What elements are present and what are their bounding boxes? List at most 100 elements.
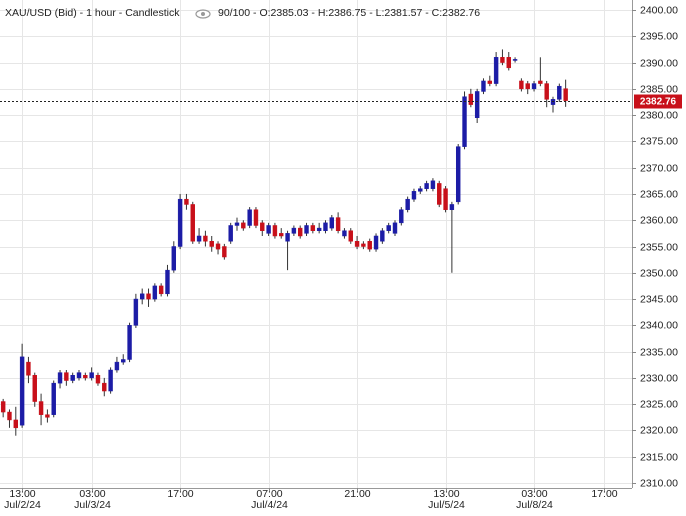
- x-tick-date: Jul/3/24: [74, 499, 111, 511]
- x-tick-date: Jul/5/24: [428, 499, 465, 511]
- candle-body: [133, 298, 139, 326]
- candle-body: [310, 225, 316, 231]
- candle-body: [7, 411, 12, 421]
- candle-body: [83, 375, 88, 379]
- candle-body: [32, 375, 37, 402]
- candle-body: [45, 414, 50, 418]
- candle-body: [64, 372, 69, 381]
- candle-body: [493, 57, 499, 84]
- candle-body: [272, 225, 278, 237]
- eye-icon[interactable]: [195, 9, 211, 19]
- candle-body: [158, 285, 164, 295]
- candle-body: [392, 222, 398, 234]
- y-tick-label: 2320.00: [640, 424, 678, 436]
- current-price-label: 2382.76: [640, 97, 677, 108]
- chart-title: XAU/USD (Bid) - 1 hour - Candlestick: [5, 7, 180, 19]
- candle-body: [399, 209, 404, 224]
- candle-body: [316, 227, 322, 231]
- candle-body: [348, 230, 353, 242]
- y-tick-label: 2325.00: [640, 398, 678, 410]
- candle-body: [430, 180, 436, 189]
- y-tick-label: 2380.00: [640, 109, 678, 121]
- candle-body: [544, 83, 549, 100]
- marks-layer: [0, 49, 632, 436]
- candle-body: [114, 361, 120, 371]
- candle-body: [171, 246, 177, 271]
- candle-body: [525, 83, 530, 90]
- y-tick-label: 2345.00: [640, 293, 678, 305]
- y-tick-label: 2315.00: [640, 451, 678, 463]
- candle-body: [304, 225, 309, 234]
- candle-body: [260, 222, 265, 231]
- y-tick-label: 2340.00: [640, 319, 678, 331]
- y-tick-label: 2390.00: [640, 57, 678, 69]
- candle-body: [563, 88, 568, 101]
- candle-body: [146, 293, 151, 300]
- candle-body: [335, 217, 341, 231]
- candle-body: [285, 233, 290, 242]
- candle-body: [279, 233, 284, 237]
- x-tick-label: 03:00: [521, 488, 547, 500]
- ohlc-info: 90/100 - O:2385.03 - H:2386.75 - L:2381.…: [218, 7, 480, 19]
- candle-body: [253, 209, 259, 226]
- x-tick-date: Jul/8/24: [516, 499, 553, 511]
- candle-body: [190, 204, 195, 242]
- candle-body: [329, 217, 335, 229]
- candle-body: [26, 361, 31, 376]
- candle-body: [487, 80, 493, 84]
- candle-body: [538, 80, 543, 84]
- candle-body: [443, 188, 448, 210]
- candle-body: [102, 382, 107, 392]
- candle-body: [184, 198, 189, 205]
- y-tick-label: 2370.00: [640, 162, 678, 174]
- candle-body: [241, 222, 246, 229]
- candle-body: [557, 85, 562, 100]
- x-tick-label: 21:00: [344, 488, 370, 500]
- candle-body: [380, 230, 385, 242]
- candle-body: [222, 246, 227, 258]
- y-tick-label: 2360.00: [640, 214, 678, 226]
- candle-body: [386, 225, 391, 231]
- x-tick-label: 17:00: [167, 488, 193, 500]
- candle-body: [19, 356, 25, 426]
- candle-body: [512, 59, 518, 61]
- candle-body: [323, 222, 328, 231]
- candle-body: [519, 80, 524, 90]
- candle-body: [0, 401, 6, 413]
- candle-body: [108, 369, 113, 392]
- candle-body: [89, 372, 94, 379]
- y-tick-label: 2385.00: [640, 83, 678, 95]
- y-tick-label: 2355.00: [640, 241, 678, 253]
- candle-body: [449, 204, 455, 210]
- candle-body: [462, 96, 467, 147]
- x-tick-label: 07:00: [256, 488, 282, 500]
- y-tick-label: 2330.00: [640, 372, 678, 384]
- candle-body: [481, 80, 486, 92]
- candle-body: [127, 325, 132, 360]
- candle-body: [455, 146, 461, 203]
- candle-body: [196, 235, 202, 242]
- candle-body: [531, 83, 537, 90]
- candle-body: [424, 183, 429, 189]
- axes-layer: 2400.00 2395.00 2390.00 2385.00 2380.00 2375.…: [4, 4, 682, 511]
- x-tick-date: Jul/2/24: [4, 499, 41, 511]
- candle-body: [361, 243, 366, 247]
- candle-body: [121, 359, 126, 363]
- candle-body: [177, 198, 183, 247]
- candle-body: [13, 419, 19, 429]
- y-tick-label: 2400.00: [640, 4, 678, 16]
- candle-body: [342, 230, 347, 237]
- candle-body: [411, 191, 417, 200]
- candle-body: [203, 235, 208, 242]
- current-price-box: [634, 94, 682, 109]
- candle-body: [418, 188, 423, 192]
- candle-body: [228, 225, 233, 242]
- grid-layer: [0, 0, 632, 488]
- candle-body: [468, 93, 474, 105]
- x-tick-label: 13:00: [433, 488, 459, 500]
- x-tick-label: 03:00: [79, 488, 105, 500]
- candle-body: [38, 401, 44, 415]
- candle-body: [76, 372, 82, 379]
- eye-pupil: [201, 12, 205, 16]
